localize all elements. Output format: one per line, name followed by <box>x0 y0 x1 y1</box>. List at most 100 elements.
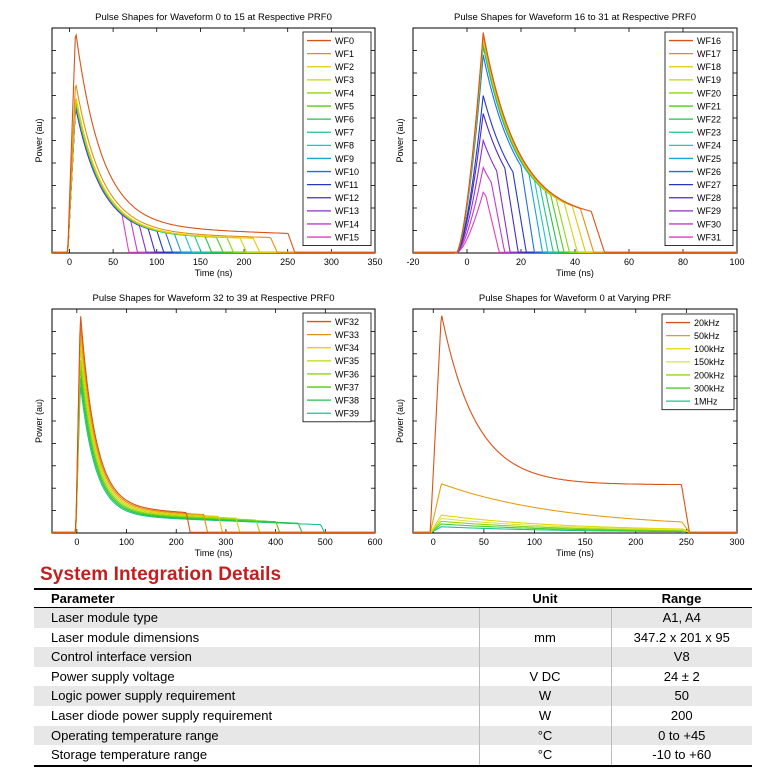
legend-label-200khz: 200kHz <box>694 370 725 380</box>
legend-label-wf20: WF20 <box>697 88 721 98</box>
series-line-wf39 <box>52 386 375 533</box>
legend-label-20khz: 20kHz <box>694 318 720 328</box>
legend-label-wf7: WF7 <box>335 128 354 138</box>
table-row: Laser module type A1, A4 <box>34 607 752 628</box>
parameter-cell: Laser diode power supply requirement <box>51 707 273 723</box>
legend-box-1 <box>302 31 372 247</box>
y-axis-label-1: Power (au) <box>34 118 44 162</box>
range-cell: 347.2 x 201 x 95 <box>610 627 752 648</box>
legend-label-wf37: WF37 <box>335 382 359 392</box>
x-tick-label: 60 <box>624 257 634 267</box>
parameter-cell: Laser module dimensions <box>51 629 200 645</box>
chart-title-2: Pulse Shapes for Waveform 16 to 31 at Re… <box>454 12 696 23</box>
table-row: Laser module dimensions mm 347.2 x 201 x… <box>34 627 752 648</box>
x-tick-label: 150 <box>193 257 208 267</box>
legend-label-wf9: WF9 <box>335 154 354 164</box>
x-axis-label-1: Time (ns) <box>195 268 233 278</box>
x-tick-label: 400 <box>268 537 283 547</box>
unit-cell: mm <box>478 627 611 648</box>
legend-label-wf27: WF27 <box>697 180 721 190</box>
legend-box-3 <box>302 312 372 423</box>
legend-label-wf10: WF10 <box>335 167 359 177</box>
unit-cell: V DC <box>478 666 611 687</box>
legend-label-wf4: WF4 <box>335 88 354 98</box>
legend-label-150khz: 150kHz <box>694 357 725 367</box>
legend-label-wf23: WF23 <box>697 128 721 138</box>
parameter-cell: Power supply voltage <box>51 668 175 684</box>
x-tick-label: 200 <box>169 537 184 547</box>
system-integration-table: Parameter Unit Range Laser module type A… <box>34 588 752 767</box>
legend-label-wf26: WF26 <box>697 167 721 177</box>
range-cell: A1, A4 <box>610 607 752 628</box>
x-tick-label: -20 <box>406 257 419 267</box>
x-axis-label-2: Time (ns) <box>556 268 594 278</box>
table-row: Storage temperature range °C -10 to +60 <box>34 745 752 767</box>
legend-label-wf24: WF24 <box>697 141 721 151</box>
header-range: Range <box>611 588 752 608</box>
x-tick-label: 0 <box>464 257 469 267</box>
legend-label-wf14: WF14 <box>335 219 359 229</box>
legend-label-wf21: WF21 <box>697 101 721 111</box>
legend-label-wf32: WF32 <box>335 317 359 327</box>
x-tick-label: 200 <box>628 537 643 547</box>
legend-label-wf25: WF25 <box>697 154 721 164</box>
x-tick-label: 100 <box>527 537 542 547</box>
legend-label-wf30: WF30 <box>697 219 721 229</box>
range-cell: 200 <box>610 705 752 726</box>
x-tick-label: 20 <box>516 257 526 267</box>
legend-label-wf17: WF17 <box>697 49 721 59</box>
x-tick-label: 150 <box>578 537 593 547</box>
header-unit: Unit <box>479 588 611 608</box>
series-line-100khz <box>413 514 737 533</box>
chart-title-4: Pulse Shapes for Waveform 0 at Varying P… <box>479 293 671 304</box>
y-axis-label-2: Power (au) <box>395 118 405 162</box>
legend-box-2 <box>664 31 734 247</box>
x-tick-label: 300 <box>729 537 744 547</box>
legend-label-wf13: WF13 <box>335 206 359 216</box>
charts-area: Pulse Shapes for Waveform 0 to 15 at Res… <box>34 12 745 558</box>
table-row: Logic power supply requirement W 50 <box>34 686 752 706</box>
chart-title-1: Pulse Shapes for Waveform 0 to 15 at Res… <box>95 12 332 23</box>
legend-label-300khz: 300kHz <box>694 383 725 393</box>
legend-label-wf6: WF6 <box>335 114 354 124</box>
unit-cell: W <box>478 686 611 706</box>
x-tick-label: 250 <box>280 257 295 267</box>
legend-label-wf16: WF16 <box>697 36 721 46</box>
unit-cell <box>478 647 611 667</box>
range-cell: -10 to +60 <box>610 745 752 767</box>
legend-label-wf8: WF8 <box>335 141 354 151</box>
range-cell: 50 <box>610 686 752 706</box>
series-line-wf16 <box>413 32 737 254</box>
x-tick-label: 300 <box>218 537 233 547</box>
legend-label-wf11: WF11 <box>335 180 358 190</box>
x-tick-label: 250 <box>679 537 694 547</box>
x-tick-label: 200 <box>237 257 252 267</box>
legend-label-wf22: WF22 <box>697 114 721 124</box>
parameter-cell: Storage temperature range <box>34 745 479 767</box>
legend-label-wf34: WF34 <box>335 343 359 353</box>
legend-label-wf3: WF3 <box>335 75 354 85</box>
x-tick-label: 0 <box>431 537 436 547</box>
table-row: Power supply voltage V DC 24 ± 2 <box>34 666 752 687</box>
range-cell: V8 <box>610 647 752 667</box>
legend-label-50khz: 50kHz <box>694 331 720 341</box>
legend-label-wf29: WF29 <box>697 206 721 216</box>
y-axis-label-4: Power (au) <box>395 399 405 443</box>
table-row: Control interface version V8 <box>34 647 752 667</box>
section-title: System Integration Details <box>40 564 282 585</box>
unit-cell: W <box>478 705 611 726</box>
x-tick-label: 300 <box>324 257 339 267</box>
header-parameter: Parameter <box>34 588 479 608</box>
legend-label-wf18: WF18 <box>697 62 721 72</box>
x-tick-label: 50 <box>108 257 118 267</box>
series-line-wf0 <box>52 33 375 253</box>
legend-label-wf0: WF0 <box>335 36 354 46</box>
legend-label-wf5: WF5 <box>335 101 354 111</box>
unit-cell: °C <box>478 745 611 767</box>
series-line-20khz <box>413 315 737 533</box>
parameter-cell: Laser module type <box>34 607 479 628</box>
x-tick-label: 80 <box>678 257 688 267</box>
series-line-50khz <box>413 483 737 533</box>
legend-label-100khz: 100kHz <box>694 344 725 354</box>
x-axis-label-4: Time (ns) <box>556 548 594 558</box>
